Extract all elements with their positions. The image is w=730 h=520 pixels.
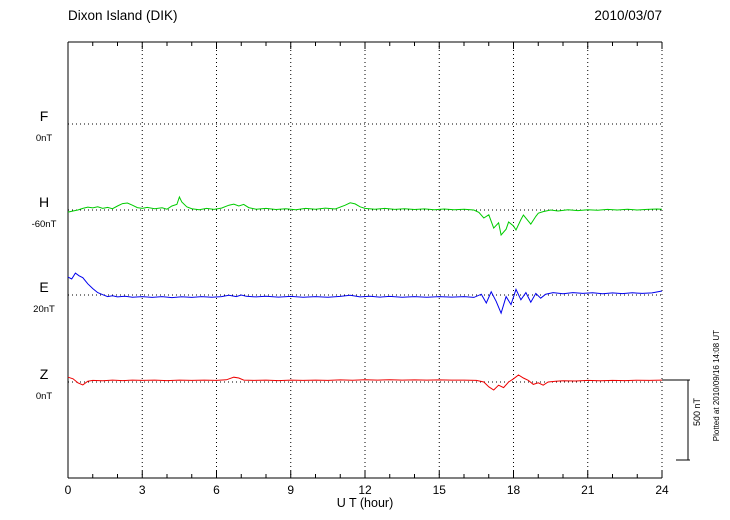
series-label-H: H bbox=[39, 194, 49, 210]
x-tick-label-15: 15 bbox=[433, 483, 447, 497]
series-baseline-value-H: -60nT bbox=[32, 219, 57, 230]
x-tick-label-6: 6 bbox=[213, 483, 220, 497]
x-axis-title: U T (hour) bbox=[336, 496, 394, 510]
series-baseline-value-Z: 0nT bbox=[36, 391, 53, 402]
x-tick-label-18: 18 bbox=[507, 483, 521, 497]
series-label-Z: Z bbox=[40, 366, 49, 382]
x-tick-label-12: 12 bbox=[358, 483, 372, 497]
series-baseline-value-E: 20nT bbox=[33, 304, 55, 315]
trace-H bbox=[67, 195, 663, 237]
observation-date: 2010/03/07 bbox=[594, 8, 662, 23]
scale-bar-label: 500 nT bbox=[692, 398, 702, 427]
trace-Z bbox=[67, 374, 663, 391]
station-title: Dixon Island (DIK) bbox=[68, 8, 178, 23]
series-label-F: F bbox=[40, 108, 49, 124]
x-tick-label-0: 0 bbox=[65, 483, 72, 497]
series-baseline-value-F: 0nT bbox=[36, 133, 53, 144]
plotted-timestamp-note: Plotted at 2010/09/16 14:08 UT bbox=[712, 330, 721, 442]
x-tick-label-24: 24 bbox=[655, 483, 669, 497]
x-tick-label-9: 9 bbox=[287, 483, 294, 497]
x-tick-label-3: 3 bbox=[139, 483, 146, 497]
series-label-E: E bbox=[39, 279, 48, 295]
trace-E bbox=[67, 272, 663, 315]
x-tick-label-21: 21 bbox=[581, 483, 595, 497]
